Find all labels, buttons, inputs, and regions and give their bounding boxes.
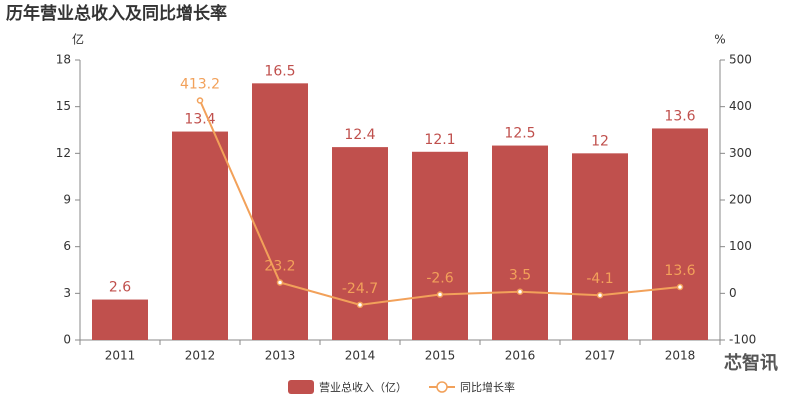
line-point bbox=[356, 301, 364, 309]
bar-value-label: 12.1 bbox=[424, 132, 455, 148]
legend-swatch bbox=[288, 380, 314, 394]
y2-tick-label: -100 bbox=[729, 333, 756, 347]
bar-value-label: 2.6 bbox=[109, 280, 131, 296]
line-value-label: 13.6 bbox=[664, 263, 695, 279]
line-point bbox=[436, 291, 444, 298]
y2-tick-label: 100 bbox=[729, 239, 752, 253]
line-value-label: -2.6 bbox=[426, 271, 453, 287]
y2-tick-label: 200 bbox=[729, 193, 752, 207]
y2-tick-label: 300 bbox=[729, 146, 752, 160]
y2-axis-label: % bbox=[714, 33, 725, 47]
y-tick-label: 6 bbox=[63, 239, 71, 253]
line-point bbox=[596, 291, 604, 299]
legend-label: 营业总收入（亿） bbox=[319, 380, 407, 394]
y-tick-label: 18 bbox=[56, 53, 71, 67]
line-point bbox=[516, 288, 524, 295]
bar-value-label: 12.5 bbox=[504, 126, 535, 142]
y-tick-label: 9 bbox=[63, 193, 71, 207]
chart-title: 历年营业总收入及同比增长率 bbox=[6, 3, 227, 24]
x-tick-label: 2018 bbox=[665, 349, 696, 363]
x-tick-label: 2013 bbox=[265, 349, 296, 363]
line-point bbox=[276, 279, 284, 286]
x-tick-label: 2017 bbox=[585, 349, 616, 363]
x-tick-label: 2011 bbox=[105, 349, 136, 363]
bar-value-label: 12.4 bbox=[344, 127, 375, 143]
bar-value-label: 16.5 bbox=[264, 63, 295, 79]
line-value-label: 413.2 bbox=[180, 77, 220, 93]
x-tick-label: 2014 bbox=[345, 349, 376, 363]
bar bbox=[332, 147, 388, 340]
line-value-label: -24.7 bbox=[342, 281, 378, 297]
line-value-label: -4.1 bbox=[586, 271, 613, 287]
bar bbox=[652, 128, 708, 340]
watermark: 芯智讯 bbox=[724, 352, 778, 374]
bar-value-label: 12 bbox=[591, 133, 609, 149]
bar-value-label: 13.4 bbox=[184, 112, 215, 128]
y-tick-label: 15 bbox=[56, 99, 71, 113]
line-value-label: 3.5 bbox=[509, 268, 531, 284]
y2-tick-label: 0 bbox=[729, 286, 737, 300]
x-tick-label: 2016 bbox=[505, 349, 536, 363]
line-value-label: 23.2 bbox=[264, 259, 295, 275]
bar-value-label: 13.6 bbox=[664, 108, 695, 124]
y-tick-label: 0 bbox=[63, 333, 71, 347]
y-tick-label: 12 bbox=[56, 146, 71, 160]
y2-tick-label: 400 bbox=[729, 99, 752, 113]
bar bbox=[492, 145, 548, 340]
legend-swatch bbox=[436, 381, 448, 393]
line-point bbox=[676, 283, 684, 291]
bar bbox=[92, 299, 148, 340]
y2-tick-label: 500 bbox=[729, 53, 752, 67]
x-tick-label: 2015 bbox=[425, 349, 456, 363]
line-point bbox=[196, 97, 204, 104]
bar bbox=[252, 83, 308, 340]
legend-label: 同比增长率 bbox=[460, 380, 515, 394]
x-tick-label: 2012 bbox=[185, 349, 216, 363]
bar bbox=[172, 131, 228, 340]
bar bbox=[572, 153, 628, 340]
bar bbox=[412, 151, 468, 340]
y-tick-label: 3 bbox=[63, 286, 71, 300]
y-axis-label: 亿 bbox=[72, 32, 84, 47]
